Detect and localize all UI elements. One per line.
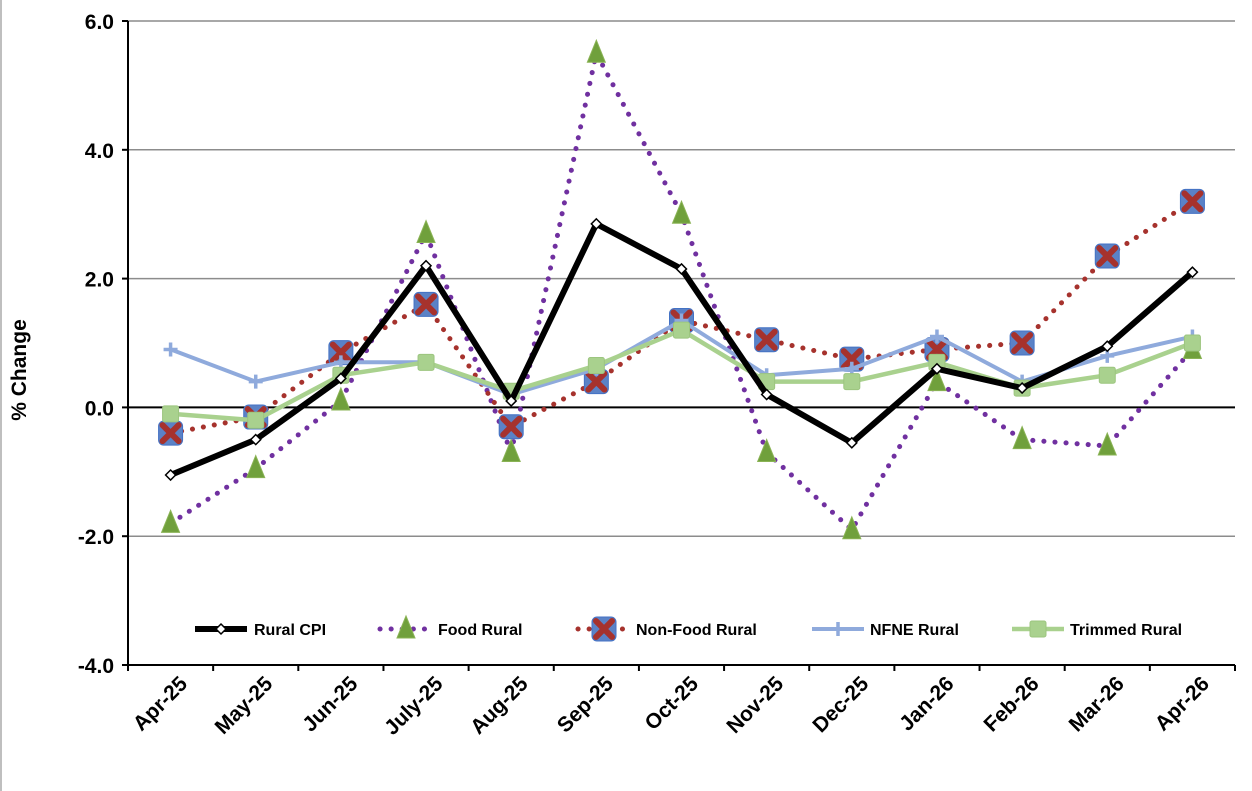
rural-cpi-point bbox=[1186, 266, 1199, 279]
food-rural-point bbox=[927, 367, 947, 392]
x-tick-label: Sep-25 bbox=[553, 672, 618, 737]
axes bbox=[122, 20, 1236, 671]
rural-cpi-point bbox=[760, 388, 773, 401]
food-rural-point bbox=[245, 454, 266, 479]
rural-cpi-point bbox=[675, 262, 688, 276]
legend-swatch-marker bbox=[1029, 620, 1047, 638]
trimmed-rural-point bbox=[247, 411, 265, 429]
x-tick-label: Feb-26 bbox=[980, 672, 1044, 736]
non-food-rural-point bbox=[498, 414, 524, 440]
rural-cpi-point bbox=[845, 436, 858, 449]
non-food-rural-point bbox=[583, 369, 609, 395]
food-rural-point bbox=[586, 38, 607, 63]
rural-cpi-line bbox=[169, 220, 1195, 478]
rural-cpi-point bbox=[590, 217, 603, 230]
x-tick-labels: Apr-25 May-25 Jun-25 July-25 Aug-25 Sep-25 Oct… bbox=[129, 672, 1214, 740]
rural-cpi-point bbox=[164, 468, 177, 482]
legend-item-non-food-rural: Non-Food Rural bbox=[575, 616, 757, 642]
trimmed-rural-point bbox=[673, 321, 690, 339]
legend-swatch-marker bbox=[831, 622, 845, 636]
non-food-rural-point bbox=[1094, 243, 1120, 269]
food-rural-point bbox=[331, 386, 351, 411]
legend-item-nfne-rural: NFNE Rural bbox=[812, 622, 959, 639]
x-tick-label: Apr-25 bbox=[129, 672, 193, 736]
trimmed-rural-point bbox=[162, 405, 180, 423]
legend-item-rural-cpi: Rural CPI bbox=[195, 622, 326, 639]
x-tick-label: Apr-26 bbox=[1151, 672, 1214, 735]
y-tick-label: 4.0 bbox=[85, 140, 114, 163]
food-rural-point bbox=[1097, 431, 1118, 456]
x-tick-label: July-25 bbox=[380, 672, 448, 740]
non-food-rural-point bbox=[754, 327, 780, 353]
x-tick-label: Dec-25 bbox=[808, 672, 873, 737]
series-group bbox=[158, 38, 1205, 540]
food-rural-point bbox=[160, 508, 181, 533]
legend-item-trimmed-rural: Trimmed Rural bbox=[1012, 620, 1182, 639]
y-tick-label: 2.0 bbox=[85, 269, 114, 292]
rural-cpi-point bbox=[1101, 340, 1114, 353]
rural-cpi-point bbox=[505, 394, 518, 408]
legend: Rural CPI Food Rural Non-Food Rural NFNE Ru… bbox=[195, 614, 1182, 642]
food-rural-point bbox=[756, 438, 777, 462]
legend-swatch-marker bbox=[396, 614, 416, 639]
non-food-rural-point bbox=[1179, 188, 1205, 214]
trimmed-rural-point bbox=[417, 353, 435, 371]
trimmed-rural-point bbox=[587, 357, 605, 375]
gridlines bbox=[128, 20, 1235, 666]
legend-swatch-marker bbox=[591, 616, 617, 642]
legend-label: Trimmed Rural bbox=[1070, 622, 1182, 639]
trimmed-rural-point bbox=[1183, 334, 1201, 352]
x-tick-label: Mar-26 bbox=[1065, 672, 1129, 736]
y-tick-labels: -4.0 -2.0 0.0 2.0 4.0 6.0 bbox=[78, 11, 114, 678]
y-tick-label: -4.0 bbox=[78, 655, 114, 678]
legend-label: Rural CPI bbox=[254, 622, 326, 639]
non-food-rural-point bbox=[158, 420, 184, 446]
rural-cpi-point bbox=[334, 372, 347, 385]
x-tick-label: Nov-25 bbox=[722, 672, 788, 738]
y-tick-label: -2.0 bbox=[78, 526, 114, 549]
food-rural-line bbox=[168, 50, 1195, 533]
x-tick-label: Oct-25 bbox=[641, 672, 704, 735]
rural-cpi-point bbox=[930, 362, 944, 375]
food-rural-series bbox=[160, 38, 1203, 540]
legend-label: Food Rural bbox=[438, 622, 522, 639]
y-tick-label: 6.0 bbox=[85, 11, 114, 34]
food-rural-point bbox=[842, 515, 862, 540]
nfne-rural-point bbox=[163, 342, 178, 357]
x-tick-label: Jan-26 bbox=[895, 672, 958, 735]
y-axis-label: % Change bbox=[8, 319, 31, 421]
nfne-rural-point bbox=[248, 374, 263, 389]
rural-cpi-point bbox=[249, 433, 262, 446]
x-tick-label: Jun-25 bbox=[298, 672, 362, 736]
rural-cpi-point bbox=[214, 622, 228, 636]
nfne-rural-point bbox=[929, 329, 944, 344]
legend-label: Non-Food Rural bbox=[636, 622, 757, 639]
trimmed-rural-point bbox=[843, 373, 861, 391]
food-rural-point bbox=[671, 199, 692, 224]
food-rural-point bbox=[1012, 425, 1032, 450]
legend-label: NFNE Rural bbox=[870, 622, 959, 639]
food-rural-point bbox=[501, 438, 521, 462]
rural-cpi-point bbox=[419, 259, 433, 272]
x-tick-label: May-25 bbox=[211, 672, 278, 739]
rural-cpi-point bbox=[1016, 382, 1029, 395]
non-food-rural-point bbox=[1009, 330, 1035, 356]
y-tick-label: 0.0 bbox=[85, 397, 114, 420]
rural-cpi-series bbox=[164, 217, 1199, 482]
non-food-rural-point bbox=[413, 291, 439, 317]
legend-item-food-rural: Food Rural bbox=[377, 614, 522, 639]
left-frame-border bbox=[0, 0, 2, 791]
x-tick-label: Aug-25 bbox=[466, 672, 533, 739]
trimmed-rural-point bbox=[1098, 366, 1116, 384]
food-rural-point bbox=[416, 219, 436, 244]
non-food-rural-point bbox=[328, 340, 354, 366]
